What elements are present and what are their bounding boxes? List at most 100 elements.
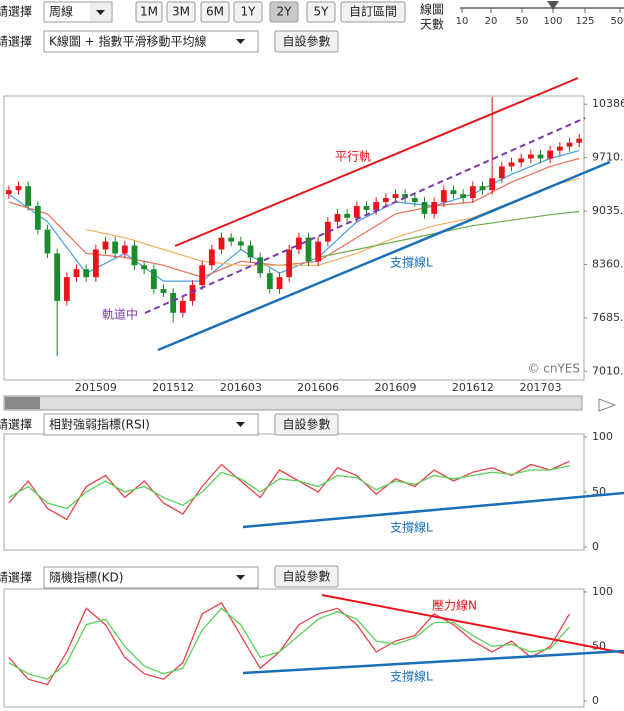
candle-body: [489, 178, 496, 191]
select-box[interactable]: [43, 30, 259, 53]
candle-body: [537, 154, 544, 159]
rsi-select[interactable]: 相對強弱指標(RSI): [43, 413, 259, 436]
range-button[interactable]: [135, 1, 163, 23]
candle-body: [527, 154, 534, 159]
annotation: 平行軌: [335, 149, 371, 164]
period-select[interactable]: 周線: [43, 1, 113, 23]
range-button-label[interactable]: 5Y: [314, 5, 330, 19]
select-box[interactable]: [43, 413, 259, 436]
slider-tick-label[interactable]: 125: [575, 16, 594, 27]
settings-button-label[interactable]: 自設參數: [282, 569, 330, 584]
range-button[interactable]: [269, 1, 299, 23]
slider-tick-label[interactable]: 50: [516, 16, 529, 27]
range-button[interactable]: [166, 1, 196, 23]
slider-tick-label[interactable]: 20: [485, 16, 498, 27]
candle-body: [363, 205, 370, 210]
candle-body: [131, 245, 138, 266]
candle-body: [576, 138, 583, 143]
select-label: 請選擇: [0, 4, 32, 19]
candle-body: [431, 202, 438, 214]
candle-body: [44, 229, 51, 254]
candle-body: [479, 186, 486, 191]
rsi-panel: [3, 433, 585, 551]
candle-body: [73, 269, 80, 278]
range-button[interactable]: [306, 1, 336, 23]
candle-body: [295, 237, 302, 250]
annotation: 支撐線L: [390, 520, 433, 535]
candle-body: [112, 241, 119, 254]
x-tick-label: 201703: [520, 381, 562, 394]
y-tick-label: 100: [592, 585, 613, 598]
range-button[interactable]: [340, 1, 406, 23]
select-box[interactable]: [43, 566, 259, 589]
candle-body: [382, 198, 389, 203]
range-button-label[interactable]: 3M: [172, 5, 190, 19]
range-button-label[interactable]: 2Y: [277, 5, 293, 19]
slider-tick-label[interactable]: 10: [456, 16, 469, 27]
candle-body: [102, 241, 109, 250]
select-arrow[interactable]: [236, 39, 245, 44]
candle-body: [353, 205, 360, 218]
settings-button[interactable]: [274, 565, 339, 588]
candle-body: [150, 269, 157, 290]
candle-body: [392, 194, 399, 199]
slider-handle[interactable]: [547, 1, 559, 10]
main-panel: [3, 95, 585, 381]
select-label: 請選擇: [0, 34, 32, 49]
candle-body: [305, 237, 312, 262]
series-line: [8, 464, 570, 510]
select-value[interactable]: 相對強弱指標(RSI): [49, 417, 150, 432]
candle-body: [556, 146, 563, 151]
candle-body: [25, 186, 32, 206]
settings-button[interactable]: [274, 30, 339, 53]
scroll-thumb[interactable]: [5, 397, 40, 409]
range-button-label[interactable]: 1Y: [241, 5, 257, 19]
candle-body: [266, 273, 273, 290]
candle-body: [179, 300, 186, 313]
y-tick-label: 9035.6: [592, 204, 624, 217]
settings-button-label[interactable]: 自設參數: [282, 34, 330, 49]
select-label: 請選擇: [0, 570, 32, 585]
channel-mid: [144, 117, 586, 314]
candle-body: [469, 186, 476, 199]
range-button-label[interactable]: 自訂區間: [349, 4, 397, 19]
scroll-arrow[interactable]: [598, 398, 617, 412]
annotation: 支撐線L: [390, 669, 433, 684]
candle-body: [83, 269, 90, 278]
kd-select[interactable]: 隨機指標(KD): [43, 566, 259, 589]
support-line: [157, 160, 611, 352]
candle-body: [286, 249, 293, 278]
range-button[interactable]: [233, 1, 263, 23]
candle-body: [92, 249, 99, 278]
select-arrow[interactable]: [236, 575, 245, 580]
candle-body: [208, 249, 215, 266]
y-tick-label: 0: [592, 540, 599, 553]
candle-body: [440, 190, 447, 203]
select-arrow[interactable]: [96, 10, 105, 15]
slider-tick-label[interactable]: 100: [543, 16, 562, 27]
select-value[interactable]: K線圖 + 指數平滑移動平均線: [49, 34, 207, 49]
select-arrow[interactable]: [236, 422, 245, 427]
y-tick-label: 8360.4: [592, 257, 624, 270]
y-tick-label: 50: [592, 639, 606, 652]
settings-button-label[interactable]: 自設參數: [282, 417, 330, 432]
candle-body: [547, 150, 554, 159]
scrollbar[interactable]: [3, 395, 583, 411]
select-value[interactable]: 隨機指標(KD): [49, 570, 123, 585]
slider-tick-label[interactable]: 500: [610, 16, 624, 27]
settings-button[interactable]: [274, 413, 339, 436]
candle-body: [373, 202, 380, 210]
select-value[interactable]: 周線: [49, 4, 73, 19]
select-label: 請選擇: [0, 417, 32, 432]
range-button-label[interactable]: 6M: [206, 5, 224, 19]
series-line: [8, 602, 571, 686]
indicator-select[interactable]: K線圖 + 指數平滑移動平均線: [43, 30, 259, 53]
range-button-label[interactable]: 1M: [140, 5, 158, 19]
y-tick-label: 100: [592, 430, 613, 443]
range-button[interactable]: [200, 1, 230, 23]
days-label: 線圖: [420, 2, 444, 17]
candle-body: [34, 205, 41, 230]
y-tick-label: 7685.2: [592, 311, 624, 324]
annotation: 支撐線L: [390, 255, 433, 270]
